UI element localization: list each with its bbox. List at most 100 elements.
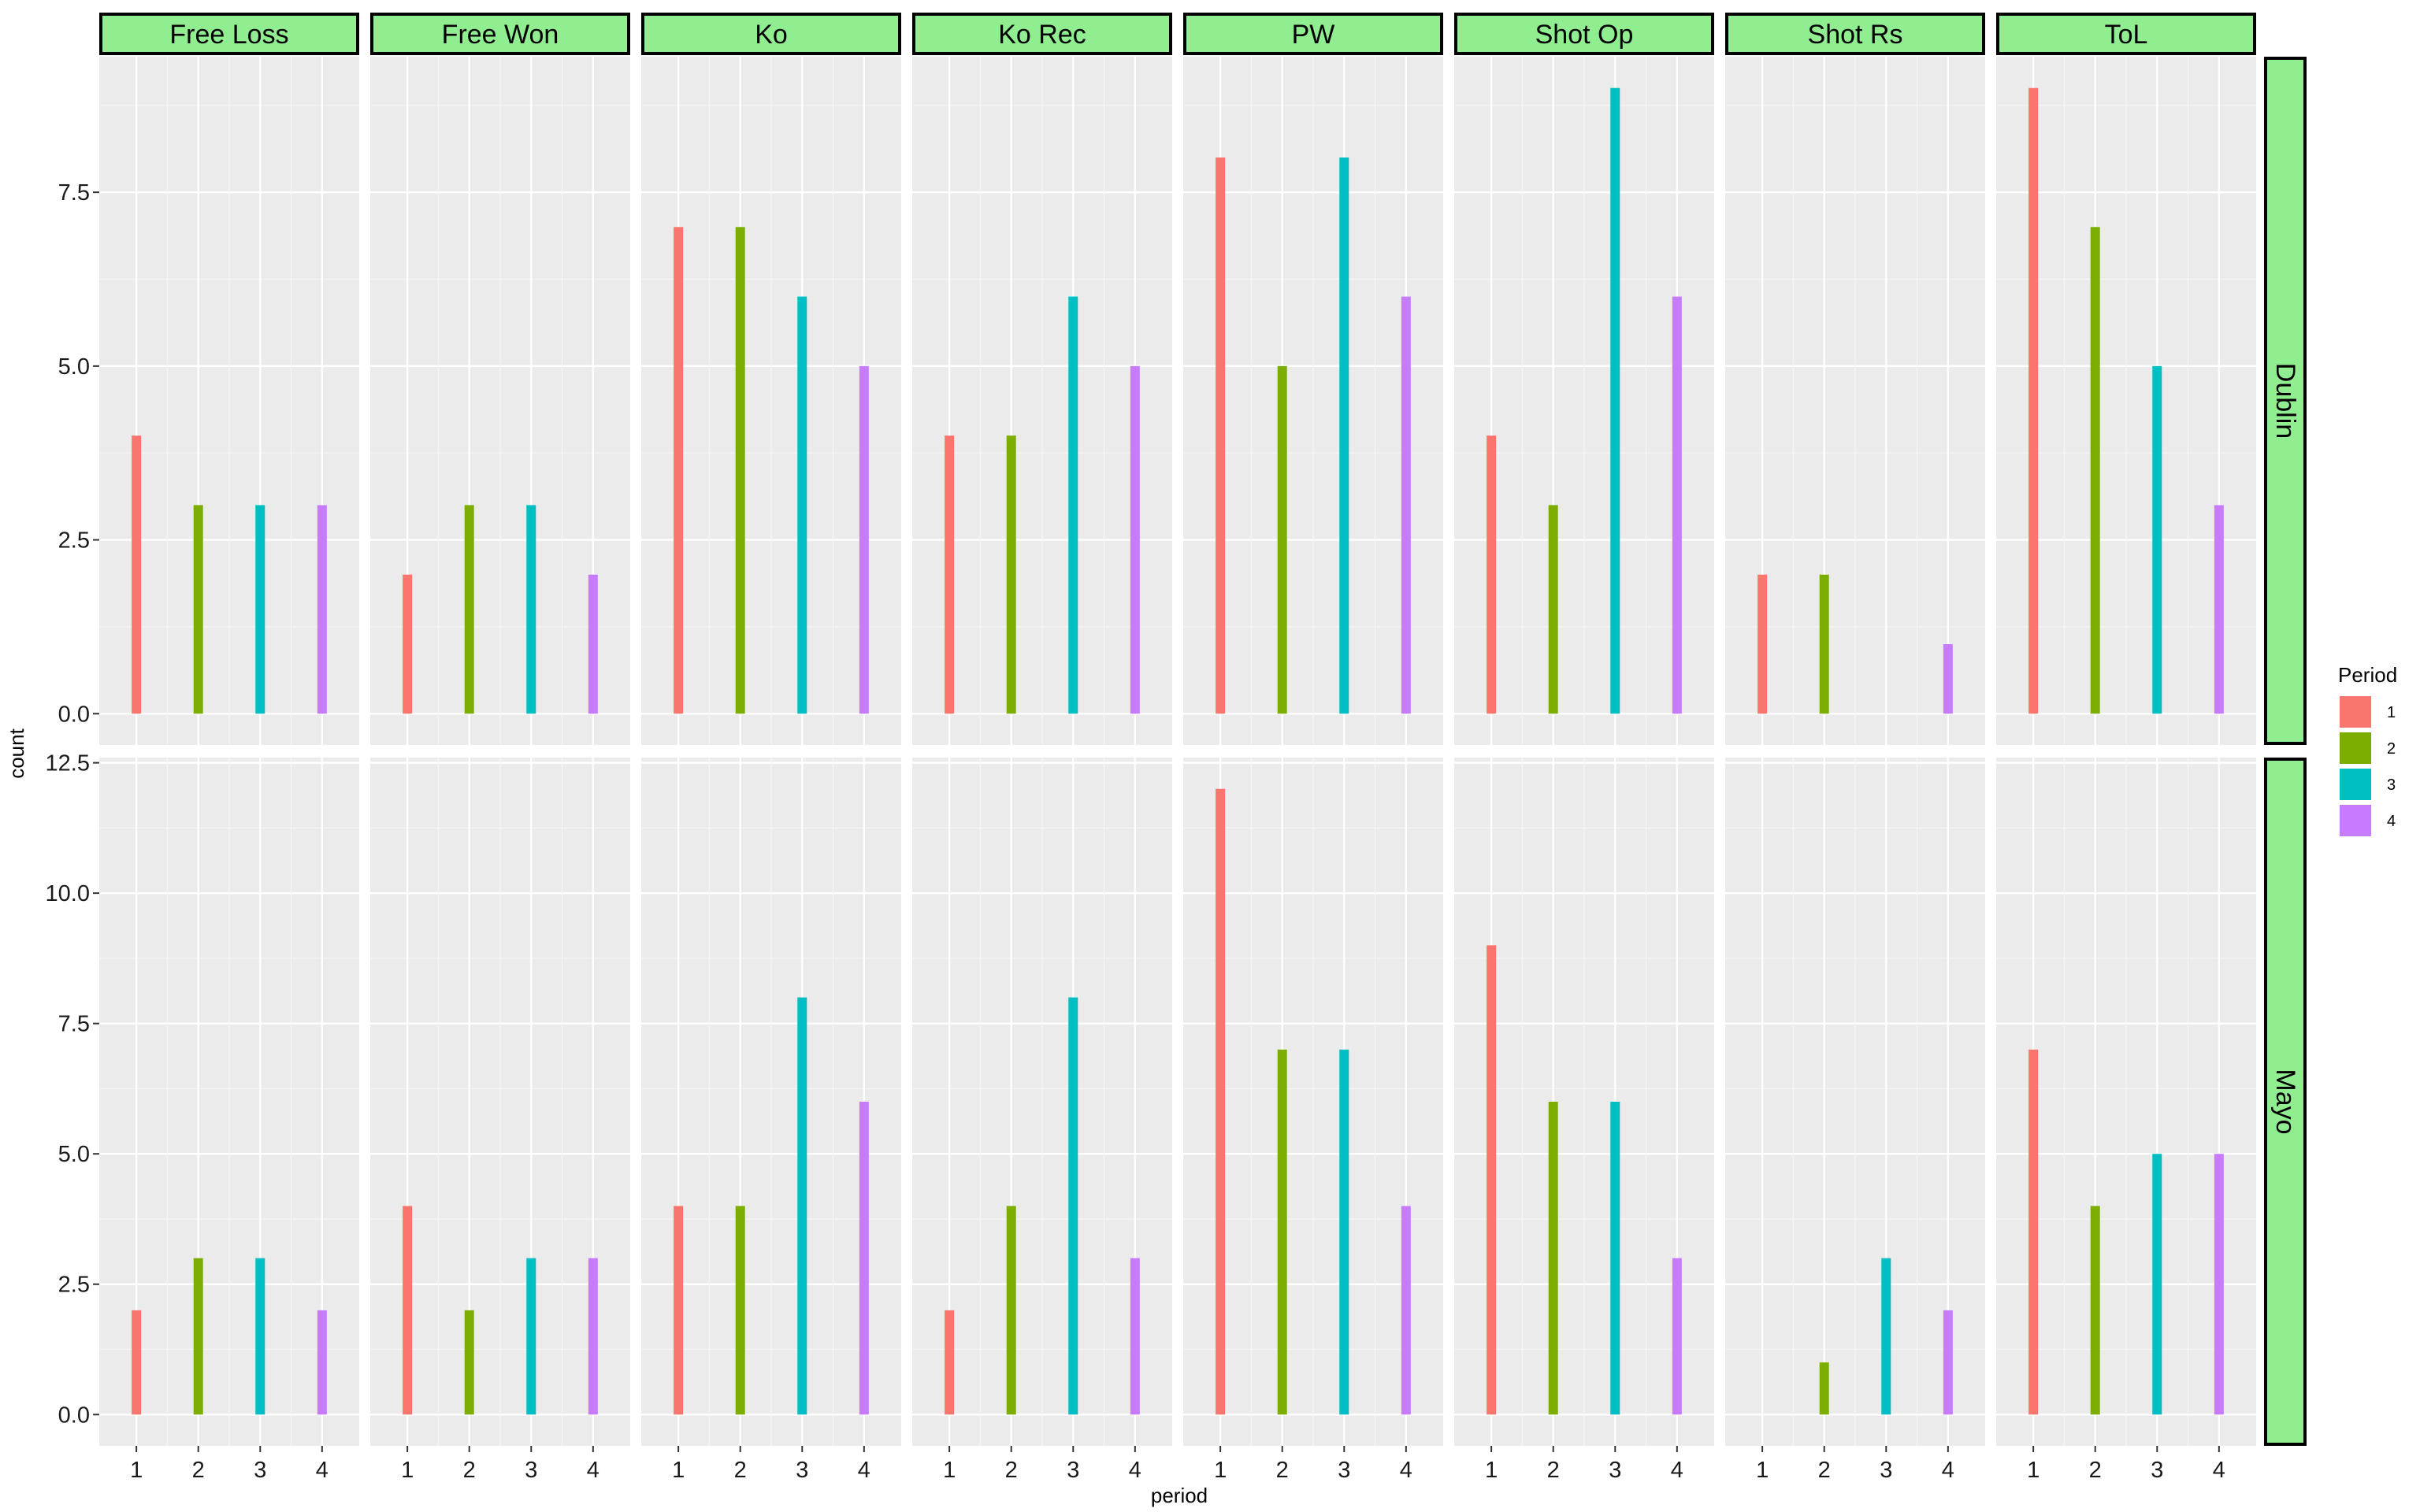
bar-period-3 bbox=[255, 505, 265, 714]
x-tick-label: 3 bbox=[2151, 1458, 2163, 1483]
panel-mayo-shot-op bbox=[1454, 758, 1714, 1446]
bar-period-4 bbox=[1401, 296, 1411, 714]
y-tick-label: 2.5 bbox=[58, 528, 90, 554]
bar-period-2 bbox=[1819, 574, 1829, 714]
bar-period-1 bbox=[2028, 87, 2039, 714]
legend-label: 1 bbox=[2387, 704, 2396, 721]
facet-strip-label: Shot Rs bbox=[1808, 20, 1903, 50]
x-tick-label: 2 bbox=[1276, 1458, 1289, 1483]
bar-period-4 bbox=[1943, 643, 1953, 714]
bar-period-3 bbox=[1610, 87, 1620, 714]
facet-strip-free-won bbox=[370, 13, 630, 55]
bar-period-4 bbox=[1401, 1206, 1411, 1415]
bar-period-4 bbox=[588, 574, 598, 714]
legend-label: 3 bbox=[2387, 776, 2396, 794]
x-tick-label: 2 bbox=[1818, 1458, 1831, 1483]
bar-period-2 bbox=[464, 505, 474, 714]
bar-period-4 bbox=[1672, 1258, 1682, 1415]
bar-period-3 bbox=[1339, 158, 1349, 714]
x-tick-label: 3 bbox=[525, 1458, 537, 1483]
x-tick-label: 4 bbox=[1942, 1458, 1954, 1483]
facet-strip-label: Shot Op bbox=[1535, 20, 1634, 50]
facet-strip-label: Ko Rec bbox=[998, 20, 1086, 50]
bar-period-3 bbox=[2152, 365, 2162, 714]
y-tick-label: 0.0 bbox=[58, 1403, 90, 1428]
bar-period-1 bbox=[945, 1310, 955, 1415]
bar-period-1 bbox=[403, 1206, 413, 1415]
legend-key-1 bbox=[2340, 696, 2371, 728]
bar-period-4 bbox=[317, 1310, 327, 1415]
bar-period-2 bbox=[1819, 1362, 1829, 1415]
facet-strip-pw bbox=[1183, 13, 1443, 55]
bar-period-1 bbox=[2028, 1049, 2039, 1415]
bar-period-2 bbox=[464, 1310, 474, 1415]
panel-mayo-free-won bbox=[370, 758, 630, 1446]
x-tick-label: 3 bbox=[1067, 1458, 1079, 1483]
bar-period-2 bbox=[2090, 1206, 2100, 1415]
panel-dublin-free-won bbox=[370, 57, 630, 745]
panels-layer bbox=[99, 57, 2256, 1446]
bar-period-1 bbox=[945, 435, 955, 714]
facet-strip-shot-op bbox=[1454, 13, 1714, 55]
bar-period-2 bbox=[1006, 1206, 1016, 1415]
bar-period-3 bbox=[1068, 296, 1078, 714]
x-tick-label: 4 bbox=[587, 1458, 599, 1483]
bar-period-2 bbox=[735, 1206, 745, 1415]
bar-period-4 bbox=[1672, 296, 1682, 714]
bar-period-2 bbox=[2090, 227, 2100, 714]
bar-period-2 bbox=[1006, 435, 1016, 714]
bar-period-3 bbox=[1610, 1102, 1620, 1415]
y-axis-title: count bbox=[5, 728, 28, 778]
legend: Period 1 2 3 4 bbox=[2338, 663, 2397, 836]
x-tick-label: 1 bbox=[1214, 1458, 1227, 1483]
y-tick-label: 5.0 bbox=[58, 1142, 90, 1167]
x-tick-label: 3 bbox=[796, 1458, 808, 1483]
bar-period-4 bbox=[2214, 1154, 2224, 1415]
x-tick-label: 2 bbox=[463, 1458, 476, 1483]
y-tick-label: 10.0 bbox=[46, 881, 90, 906]
x-tick-label: 1 bbox=[2027, 1458, 2040, 1483]
y-tick-label: 7.5 bbox=[58, 1012, 90, 1037]
x-tick-label: 3 bbox=[1609, 1458, 1621, 1483]
bar-period-2 bbox=[193, 505, 203, 714]
facet-strip-ko-rec bbox=[912, 13, 1172, 55]
x-tick-label: 3 bbox=[1338, 1458, 1350, 1483]
panel-dublin-shot-op bbox=[1454, 57, 1714, 745]
y-tick-label: 0.0 bbox=[58, 702, 90, 727]
y-tick-label: 7.5 bbox=[58, 180, 90, 206]
bar-period-1 bbox=[132, 435, 142, 714]
bar-period-2 bbox=[735, 227, 745, 714]
panel-mayo-tol bbox=[1996, 758, 2256, 1446]
y-tick-label: 12.5 bbox=[46, 751, 90, 776]
x-tick-label: 3 bbox=[1880, 1458, 1892, 1483]
panel-dublin-shot-rs bbox=[1725, 57, 1985, 745]
y-tick-label: 2.5 bbox=[58, 1273, 90, 1298]
facet-strip-dublin bbox=[2264, 57, 2307, 745]
bar-period-1 bbox=[1487, 945, 1497, 1415]
bar-period-4 bbox=[317, 505, 327, 714]
x-tick-label: 2 bbox=[1547, 1458, 1560, 1483]
bar-period-3 bbox=[797, 997, 807, 1415]
panel-mayo-free-loss bbox=[99, 758, 359, 1446]
bar-period-3 bbox=[797, 296, 807, 714]
bar-period-1 bbox=[674, 1206, 684, 1415]
bar-period-4 bbox=[859, 365, 869, 714]
x-tick-label: 1 bbox=[1756, 1458, 1769, 1483]
x-tick-label: 1 bbox=[130, 1458, 143, 1483]
bar-period-3 bbox=[1068, 997, 1078, 1415]
bar-period-4 bbox=[588, 1258, 598, 1415]
x-tick-label: 4 bbox=[316, 1458, 328, 1483]
facet-strip-ko bbox=[641, 13, 901, 55]
bar-period-4 bbox=[1943, 1310, 1953, 1415]
x-tick-label: 4 bbox=[1129, 1458, 1141, 1483]
bar-period-1 bbox=[403, 574, 413, 714]
panel-dublin-free-loss bbox=[99, 57, 359, 745]
bar-period-1 bbox=[1216, 788, 1226, 1415]
bar-period-4 bbox=[2214, 505, 2224, 714]
bar-period-1 bbox=[1216, 158, 1226, 714]
facet-strip-label: Dublin bbox=[2270, 363, 2300, 439]
facet-strip-label: PW bbox=[1292, 20, 1335, 50]
legend-key-4 bbox=[2340, 805, 2371, 836]
facet-strip-label: Ko bbox=[755, 20, 788, 50]
bar-period-4 bbox=[1130, 365, 1140, 714]
